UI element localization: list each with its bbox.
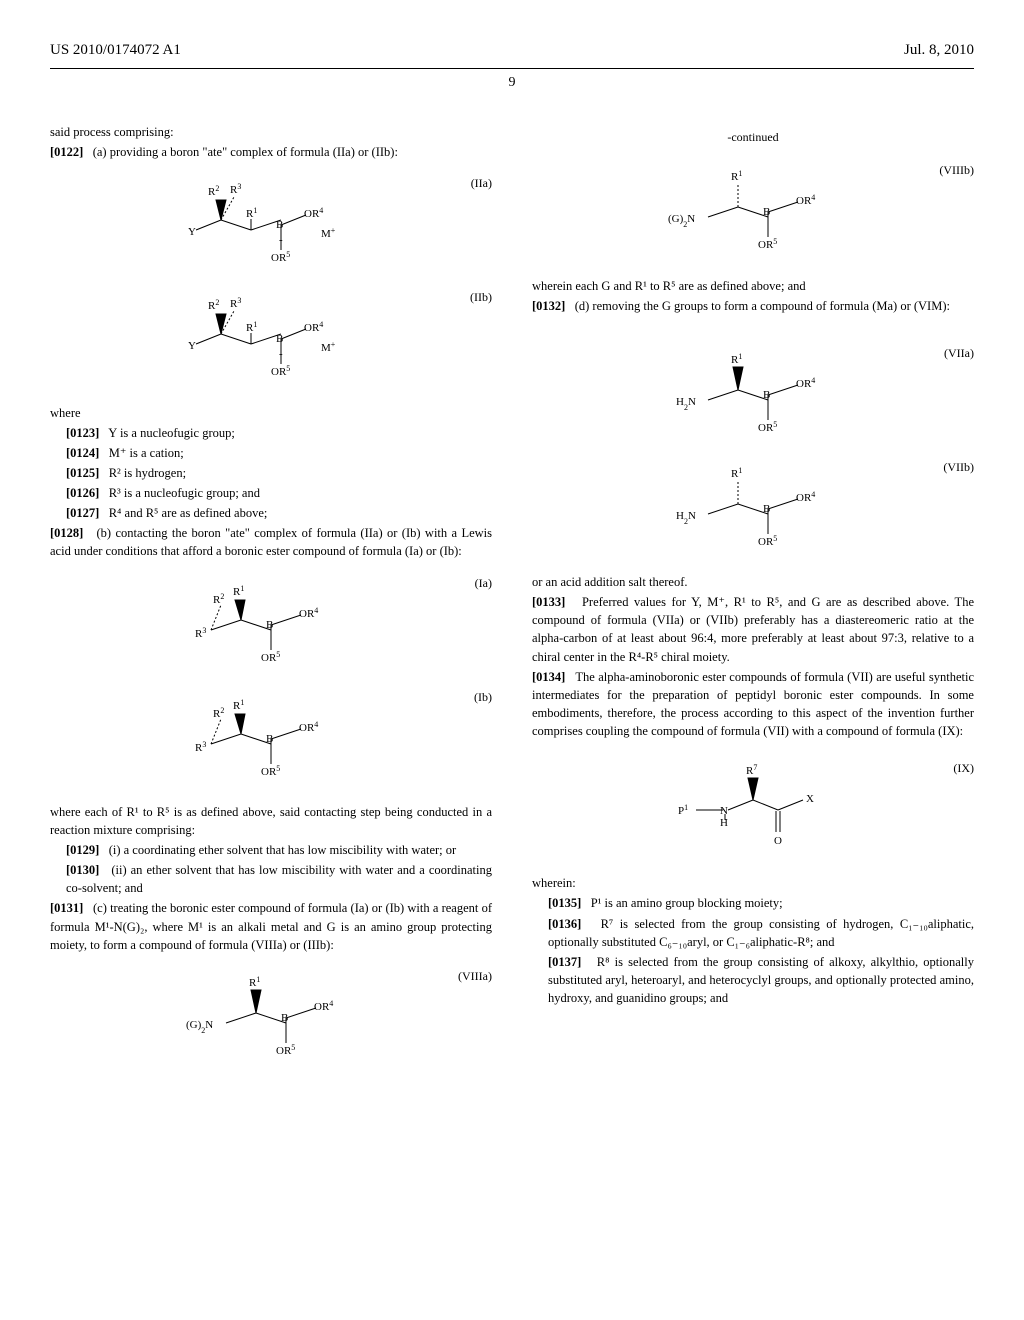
intro-line: said process comprising:	[50, 123, 492, 141]
para-0135: [0135] P¹ is an amino group blocking moi…	[532, 894, 974, 912]
continued-label: -continued	[532, 129, 974, 146]
pnum-0131: [0131]	[50, 901, 83, 915]
pnum-0129: [0129]	[66, 843, 99, 857]
label-VIIIa: (VIIIa)	[458, 968, 492, 985]
para-0122: [0122] (a) providing a boron "ate" compl…	[50, 143, 492, 161]
page-header: US 2010/0174072 A1 Jul. 8, 2010	[50, 40, 974, 62]
text-0133: Preferred values for Y, M⁺, R¹ to R⁵, an…	[532, 595, 974, 663]
label-IIa: (IIa)	[471, 175, 492, 192]
text-0124: M⁺ is a cation;	[109, 446, 184, 460]
wherein-line: wherein:	[532, 874, 974, 892]
pnum-0130: [0130]	[66, 863, 99, 877]
text-0130: (ii) an ether solvent that has low misci…	[66, 863, 492, 895]
text-0122: (a) providing a boron "ate" complex of f…	[93, 145, 398, 159]
label-Ib: (Ib)	[474, 689, 492, 706]
para-0127: [0127] R⁴ and R⁵ are as defined above;	[50, 504, 492, 522]
formula-IIa: (IIa)	[50, 175, 492, 275]
para-0137: [0137] R⁸ is selected from the group con…	[532, 953, 974, 1007]
right-column: -continued (VIIIb) wherein each G and R¹…	[532, 123, 974, 1082]
text-0137: R⁸ is selected from the group consisting…	[548, 955, 974, 1005]
left-column: said process comprising: [0122] (a) prov…	[50, 123, 492, 1082]
text-0134: The alpha-aminoboronic ester compounds o…	[532, 670, 974, 738]
label-VIIa: (VIIa)	[944, 345, 974, 362]
two-column-layout: said process comprising: [0122] (a) prov…	[50, 123, 974, 1082]
para-after-VII: or an acid addition salt thereof.	[532, 573, 974, 591]
formula-VIIIa: (VIIIa)	[50, 968, 492, 1068]
para-0125: [0125] R² is hydrogen;	[50, 464, 492, 482]
label-VIIIb: (VIIIb)	[939, 162, 974, 179]
text-0123: Y is a nucleofugic group;	[108, 426, 235, 440]
formula-Ia: (Ia)	[50, 575, 492, 675]
pnum-0126: [0126]	[66, 486, 99, 500]
text-0127: R⁴ and R⁵ are as defined above;	[109, 506, 268, 520]
formula-VIIIb: (VIIIb)	[532, 162, 974, 262]
pnum-0124: [0124]	[66, 446, 99, 460]
para-0136: [0136] R⁷ is selected from the group con…	[532, 915, 974, 951]
para-0134: [0134] The alpha-aminoboronic ester comp…	[532, 668, 974, 741]
pnum-0127: [0127]	[66, 506, 99, 520]
text-0129: (i) a coordinating ether solvent that ha…	[109, 843, 457, 857]
text-0136: R⁷ is selected from the group consisting…	[548, 917, 974, 949]
para-0128: [0128] (b) contacting the boron "ate" co…	[50, 524, 492, 560]
pnum-0132: [0132]	[532, 299, 565, 313]
text-0131: (c) treating the boronic ester compound …	[50, 901, 492, 951]
pnum-0134: [0134]	[532, 670, 565, 684]
label-Ia: (Ia)	[475, 575, 492, 592]
para-0131: [0131] (c) treating the boronic ester co…	[50, 899, 492, 953]
text-0126: R³ is a nucleofugic group; and	[109, 486, 260, 500]
pnum-0123: [0123]	[66, 426, 99, 440]
para-after-Ib: where each of R¹ to R⁵ is as defined abo…	[50, 803, 492, 839]
pnum-0133: [0133]	[532, 595, 565, 609]
text-0125: R² is hydrogen;	[109, 466, 186, 480]
para-0132: [0132] (d) removing the G groups to form…	[532, 297, 974, 315]
where-line: where	[50, 404, 492, 422]
para-0123: [0123] Y is a nucleofugic group;	[50, 424, 492, 442]
formula-IX: (IX)	[532, 760, 974, 860]
para-0130: [0130] (ii) an ether solvent that has lo…	[50, 861, 492, 897]
para-0126: [0126] R³ is a nucleofugic group; and	[50, 484, 492, 502]
label-IX: (IX)	[953, 760, 974, 777]
label-VIIb: (VIIb)	[943, 459, 974, 476]
pnum-0122: [0122]	[50, 145, 83, 159]
pnum-0135: [0135]	[548, 896, 581, 910]
para-0129: [0129] (i) a coordinating ether solvent …	[50, 841, 492, 859]
para-0133: [0133] Preferred values for Y, M⁺, R¹ to…	[532, 593, 974, 666]
formula-IIb: (IIb)	[50, 289, 492, 389]
pnum-0136: [0136]	[548, 917, 581, 931]
text-0132: (d) removing the G groups to form a comp…	[575, 299, 950, 313]
publication-date: Jul. 8, 2010	[904, 40, 974, 62]
header-rule	[50, 68, 974, 69]
pnum-0125: [0125]	[66, 466, 99, 480]
text-0135: P¹ is an amino group blocking moiety;	[591, 896, 783, 910]
para-0124: [0124] M⁺ is a cation;	[50, 444, 492, 462]
text-0128: (b) contacting the boron "ate" complex o…	[50, 526, 492, 558]
page-number: 9	[50, 73, 974, 93]
formula-Ib: (Ib)	[50, 689, 492, 789]
para-after-VIIIb: wherein each G and R¹ to R⁵ are as defin…	[532, 277, 974, 295]
label-IIb: (IIb)	[470, 289, 492, 306]
formula-VIIb: (VIIb)	[532, 459, 974, 559]
publication-number: US 2010/0174072 A1	[50, 40, 181, 62]
pnum-0128: [0128]	[50, 526, 83, 540]
pnum-0137: [0137]	[548, 955, 581, 969]
formula-VIIa: (VIIa)	[532, 345, 974, 445]
